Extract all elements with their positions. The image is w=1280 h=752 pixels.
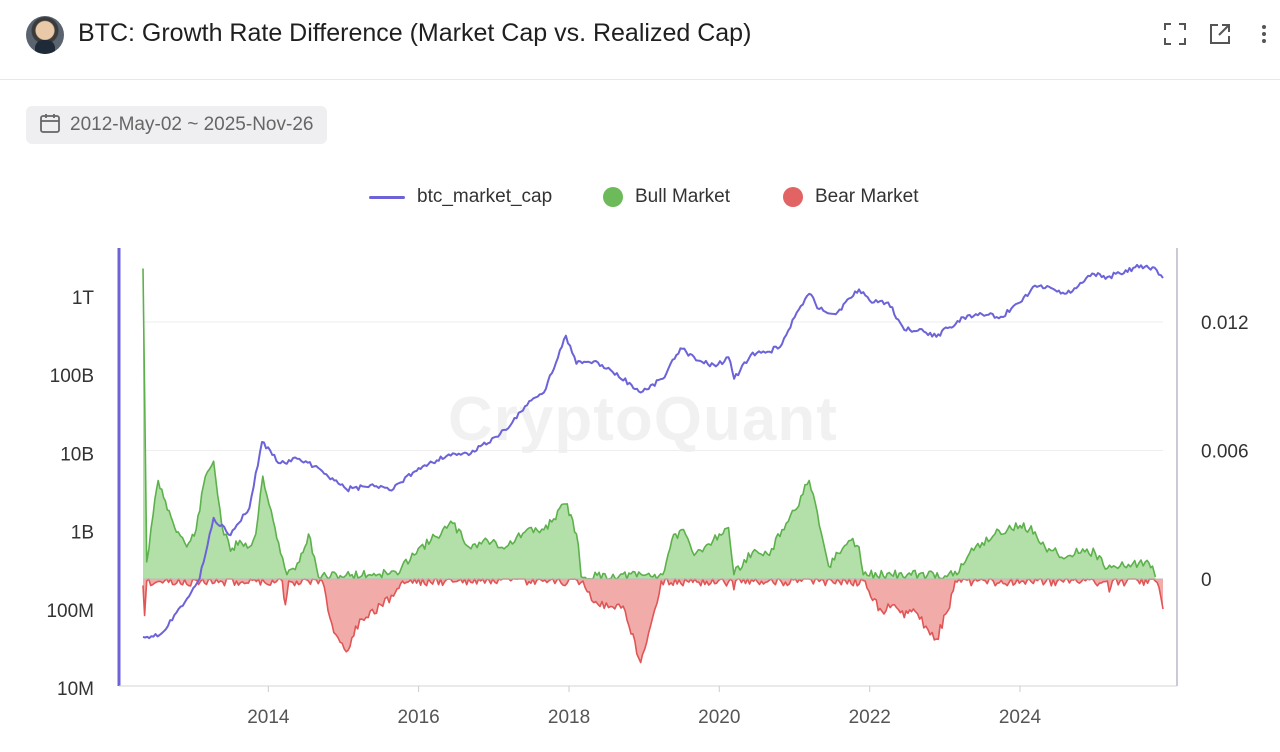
dot-swatch	[783, 187, 803, 207]
legend-item-bear[interactable]: Bear Market	[783, 182, 918, 212]
calendar-icon	[38, 111, 62, 140]
date-range-picker[interactable]: 2012-May-02 ~ 2025-Nov-26	[26, 106, 328, 144]
y-left-tick-label: 1T	[72, 288, 95, 309]
legend-label: Bear Market	[815, 186, 919, 207]
bull-market-line	[142, 268, 1157, 580]
y-right-tick-label: 0	[1201, 570, 1212, 591]
x-tick-label: 2022	[849, 707, 891, 728]
avatar[interactable]	[26, 16, 64, 54]
chart-header: BTC: Growth Rate Difference (Market Cap …	[0, 0, 1280, 80]
legend-item-market-cap[interactable]: btc_market_cap	[369, 182, 552, 212]
market-cap-line	[142, 263, 1164, 640]
chart-legend: btc_market_cap Bull Market Bear Market	[0, 182, 1280, 212]
legend-label: Bull Market	[635, 186, 731, 207]
fullscreen-icon[interactable]	[1161, 20, 1189, 48]
x-tick-label: 2014	[247, 707, 290, 728]
y-left-tick-label: 100M	[46, 601, 94, 622]
line-swatch	[369, 195, 405, 199]
date-range-label: 2012-May-02 ~ 2025-Nov-26	[70, 114, 314, 135]
y-left-tick-label: 1B	[71, 523, 94, 544]
bull-market-area	[143, 268, 1156, 579]
y-left-tick-label: 100B	[50, 366, 94, 387]
y-right-tick-label: 0.006	[1201, 442, 1249, 463]
y-right-tick-label: 0.012	[1201, 313, 1249, 334]
more-vertical-icon[interactable]	[1250, 20, 1278, 48]
bear-market-area	[143, 579, 1163, 663]
x-tick-label: 2024	[999, 707, 1042, 728]
chart-canvas: 10M 100M 1B 10B 100B 1T 0 0.006 0.012 2014 2016 201…	[46, 248, 1249, 728]
chart-title: BTC: Growth Rate Difference (Market Cap …	[78, 19, 752, 47]
external-link-icon[interactable]	[1206, 20, 1234, 48]
x-tick-label: 2020	[698, 707, 740, 728]
bear-market-line	[142, 578, 1164, 664]
legend-label: btc_market_cap	[417, 186, 553, 207]
y-left-tick-label: 10M	[57, 679, 94, 700]
x-tick-label: 2016	[397, 707, 439, 728]
y-left-tick-label: 10B	[60, 444, 94, 465]
legend-item-bull[interactable]: Bull Market	[603, 182, 730, 212]
x-tick-label: 2018	[548, 707, 590, 728]
dot-swatch	[603, 187, 623, 207]
